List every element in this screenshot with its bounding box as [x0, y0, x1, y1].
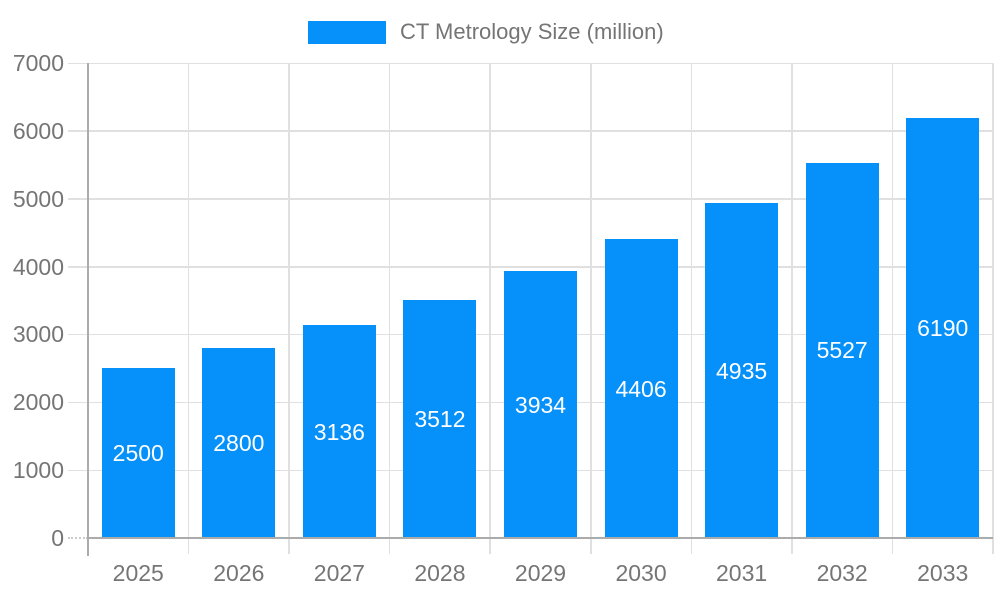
y-tick-zero — [68, 537, 88, 539]
bar-2028[interactable]: 3512 — [403, 299, 477, 538]
bar-value-label: 6190 — [917, 314, 969, 341]
bar-2026[interactable]: 2800 — [202, 348, 276, 538]
x-tick — [489, 538, 491, 554]
bar-2029[interactable]: 3934 — [504, 271, 577, 538]
bar-value-label: 2800 — [213, 430, 265, 456]
legend-swatch — [308, 20, 386, 44]
y-axis-label: 1000 — [12, 457, 64, 484]
bar-value-label: 3136 — [313, 418, 365, 445]
x-tick — [791, 538, 793, 554]
y-axis-label: 4000 — [12, 253, 64, 280]
y-axis-label: 6000 — [12, 117, 64, 144]
gridline-vertical — [187, 63, 190, 538]
bar-2031[interactable]: 4935 — [705, 203, 779, 538]
gridline-vertical — [791, 63, 793, 538]
y-axis-label: 7000 — [12, 50, 64, 76]
gridline-horizontal — [88, 198, 993, 200]
y-tick — [68, 266, 88, 268]
legend-label: CT Metrology Size (million) — [400, 19, 664, 44]
y-axis-label: 0 — [51, 525, 64, 551]
bar-2027[interactable]: 3136 — [302, 325, 376, 538]
y-tick — [68, 401, 88, 404]
x-tick — [187, 538, 190, 554]
bar-value-label: 3934 — [514, 391, 567, 418]
gridline-horizontal — [88, 130, 993, 132]
gridline-vertical — [288, 63, 290, 538]
bar-2032[interactable]: 5527 — [805, 162, 879, 538]
x-axis-label: 2025 — [112, 560, 164, 586]
gridline-horizontal — [88, 62, 993, 64]
bar-value-label: 5527 — [816, 337, 868, 364]
bar-2030[interactable]: 4406 — [604, 239, 678, 538]
x-axis-label: 2033 — [917, 560, 969, 586]
gridline-vertical — [489, 63, 491, 538]
x-axis-label: 2026 — [213, 560, 265, 586]
x-tick — [590, 538, 592, 554]
y-axis-label: 5000 — [12, 185, 64, 212]
y-axis-line — [87, 63, 89, 556]
x-axis-label: 2027 — [313, 560, 365, 586]
x-axis-label: 2029 — [514, 560, 567, 586]
gridline-vertical — [690, 63, 693, 538]
x-tick — [690, 538, 693, 554]
bar-value-label: 3512 — [414, 405, 466, 432]
x-tick — [891, 538, 894, 554]
y-tick — [68, 333, 88, 336]
legend-item[interactable]: CT Metrology Size (million) — [308, 20, 664, 44]
y-axis-label: 2000 — [12, 389, 64, 416]
x-tick — [288, 538, 290, 554]
gridline-vertical — [992, 63, 994, 538]
y-tick — [68, 469, 88, 472]
gridline-vertical — [891, 63, 894, 538]
bar-value-label: 4935 — [716, 357, 768, 384]
gridline-vertical — [388, 63, 391, 538]
x-tick — [992, 538, 994, 554]
x-tick — [388, 538, 391, 554]
y-axis-label: 3000 — [12, 321, 64, 348]
y-tick — [68, 62, 88, 64]
gridline-horizontal — [88, 266, 993, 268]
bar-value-label: 2500 — [112, 440, 164, 467]
y-tick — [68, 130, 88, 132]
x-axis-line — [88, 537, 993, 539]
x-axis-label: 2032 — [816, 560, 868, 586]
y-tick — [68, 198, 88, 200]
x-axis-label: 2028 — [414, 560, 466, 586]
bar-2025[interactable]: 2500 — [101, 368, 175, 538]
bar-value-label: 4406 — [615, 375, 667, 402]
x-axis-label: 2031 — [716, 560, 768, 586]
gridline-vertical — [590, 63, 592, 538]
x-axis-label: 2030 — [615, 560, 667, 586]
bar-2033[interactable]: 6190 — [906, 117, 980, 538]
